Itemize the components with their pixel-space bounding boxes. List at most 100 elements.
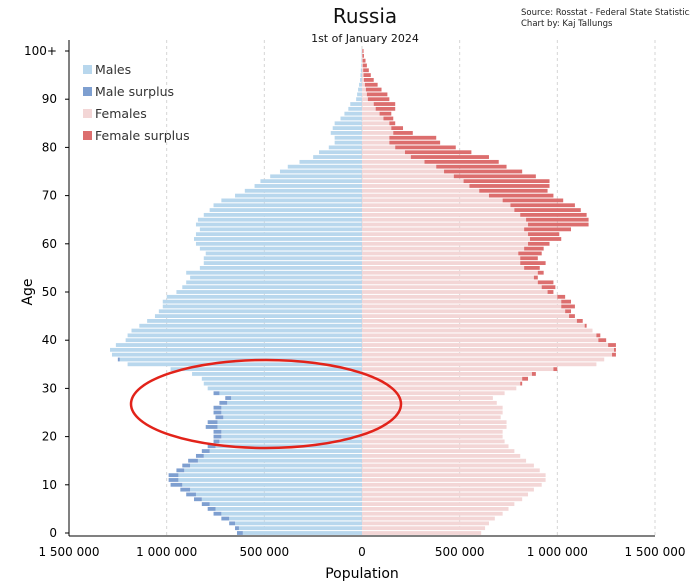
female-bar — [362, 439, 505, 444]
male-bar — [358, 87, 362, 92]
female-bar — [362, 203, 511, 208]
female-surplus-bar — [565, 309, 572, 314]
male-bar — [166, 294, 362, 299]
highlight-ellipse-annotation — [129, 358, 403, 450]
male-bar — [334, 135, 362, 140]
legend: Males Male surplus Females Female surplus — [83, 62, 190, 143]
female-surplus-bar — [375, 106, 396, 111]
female-bar — [362, 131, 394, 135]
female-bar — [362, 164, 437, 169]
male-bar — [209, 502, 362, 506]
male-bar — [360, 73, 362, 78]
female-surplus-bar — [362, 63, 367, 68]
male-surplus-bar — [213, 410, 222, 415]
male-bar — [334, 140, 362, 145]
male-bar — [213, 203, 362, 208]
female-surplus-bar — [537, 280, 554, 285]
male-surplus-bar — [205, 425, 218, 429]
y-tick-label: 40 — [42, 333, 57, 347]
chart-title: Russia — [332, 4, 398, 28]
female-bar — [362, 376, 523, 381]
female-surplus-bar — [522, 376, 529, 381]
female-surplus-bar — [364, 82, 378, 87]
female-bar — [362, 299, 562, 304]
male-bar — [319, 150, 362, 155]
male-bar — [260, 179, 362, 184]
male-surplus-bar — [188, 458, 198, 463]
female-bar — [362, 174, 454, 179]
female-surplus-bar — [373, 102, 396, 106]
female-bar — [362, 280, 538, 285]
chart-subtitle: 1st of January 2024 — [311, 32, 419, 45]
male-bar — [287, 164, 362, 169]
female-bar — [362, 92, 367, 97]
female-surplus-bar — [524, 227, 572, 232]
legend-swatch — [83, 131, 92, 140]
male-bar — [221, 434, 362, 439]
male-bar — [217, 420, 362, 425]
male-surplus-bar — [219, 400, 228, 405]
female-bar — [362, 159, 425, 164]
female-surplus-bar — [379, 111, 392, 116]
female-surplus-bar — [533, 275, 538, 280]
male-bar — [192, 372, 362, 376]
male-bar — [348, 106, 362, 111]
female-bar — [362, 400, 497, 405]
male-surplus-bar — [117, 357, 120, 362]
female-surplus-bar — [488, 193, 554, 198]
female-bar — [362, 82, 365, 87]
male-bar — [221, 410, 362, 415]
male-bar — [178, 473, 362, 478]
x-tick-label: 1 500 000 — [624, 545, 685, 559]
male-bar — [207, 386, 362, 391]
female-bar — [362, 294, 558, 299]
female-bar — [362, 102, 374, 106]
female-bar — [362, 145, 396, 150]
male-bar — [270, 174, 362, 179]
male-surplus-bar — [213, 391, 220, 396]
male-bar — [328, 145, 362, 150]
male-bar — [197, 217, 362, 222]
female-surplus-bar — [520, 261, 546, 265]
male-bar — [340, 116, 362, 121]
female-surplus-bar — [541, 285, 556, 290]
male-bar — [125, 338, 362, 343]
female-bar — [362, 304, 562, 309]
female-bar — [362, 188, 480, 193]
female-bar — [362, 106, 376, 111]
female-bar — [362, 179, 464, 184]
female-surplus-bar — [363, 68, 369, 73]
female-bar — [362, 444, 509, 449]
male-bar — [254, 184, 362, 188]
y-tick-label: 80 — [42, 140, 57, 154]
male-bar — [195, 222, 362, 227]
female-bar — [362, 526, 486, 531]
female-bar — [362, 352, 613, 357]
male-surplus-bar — [221, 516, 230, 521]
male-bar — [330, 131, 362, 135]
female-surplus-bar — [410, 155, 489, 159]
male-surplus-bar — [213, 511, 222, 516]
male-surplus-bar — [213, 439, 220, 444]
female-bar — [362, 415, 501, 420]
male-surplus-bar — [215, 415, 224, 420]
male-bar — [223, 415, 362, 420]
male-bar — [203, 256, 362, 261]
female-bar — [362, 338, 599, 343]
male-surplus-bar — [176, 468, 185, 473]
female-surplus-bar — [395, 145, 456, 150]
male-bar — [127, 333, 362, 338]
male-bar — [178, 478, 362, 482]
female-bar — [362, 511, 503, 516]
male-bar — [313, 155, 362, 159]
male-bar — [115, 343, 362, 347]
female-bar — [362, 116, 384, 121]
y-tick-label: 30 — [42, 381, 57, 395]
male-surplus-bar — [182, 463, 191, 468]
male-bar — [195, 232, 362, 237]
female-bar — [362, 420, 507, 425]
female-surplus-bar — [393, 131, 413, 135]
male-surplus-bar — [207, 420, 218, 425]
x-tick-label: 1 000 000 — [527, 545, 588, 559]
